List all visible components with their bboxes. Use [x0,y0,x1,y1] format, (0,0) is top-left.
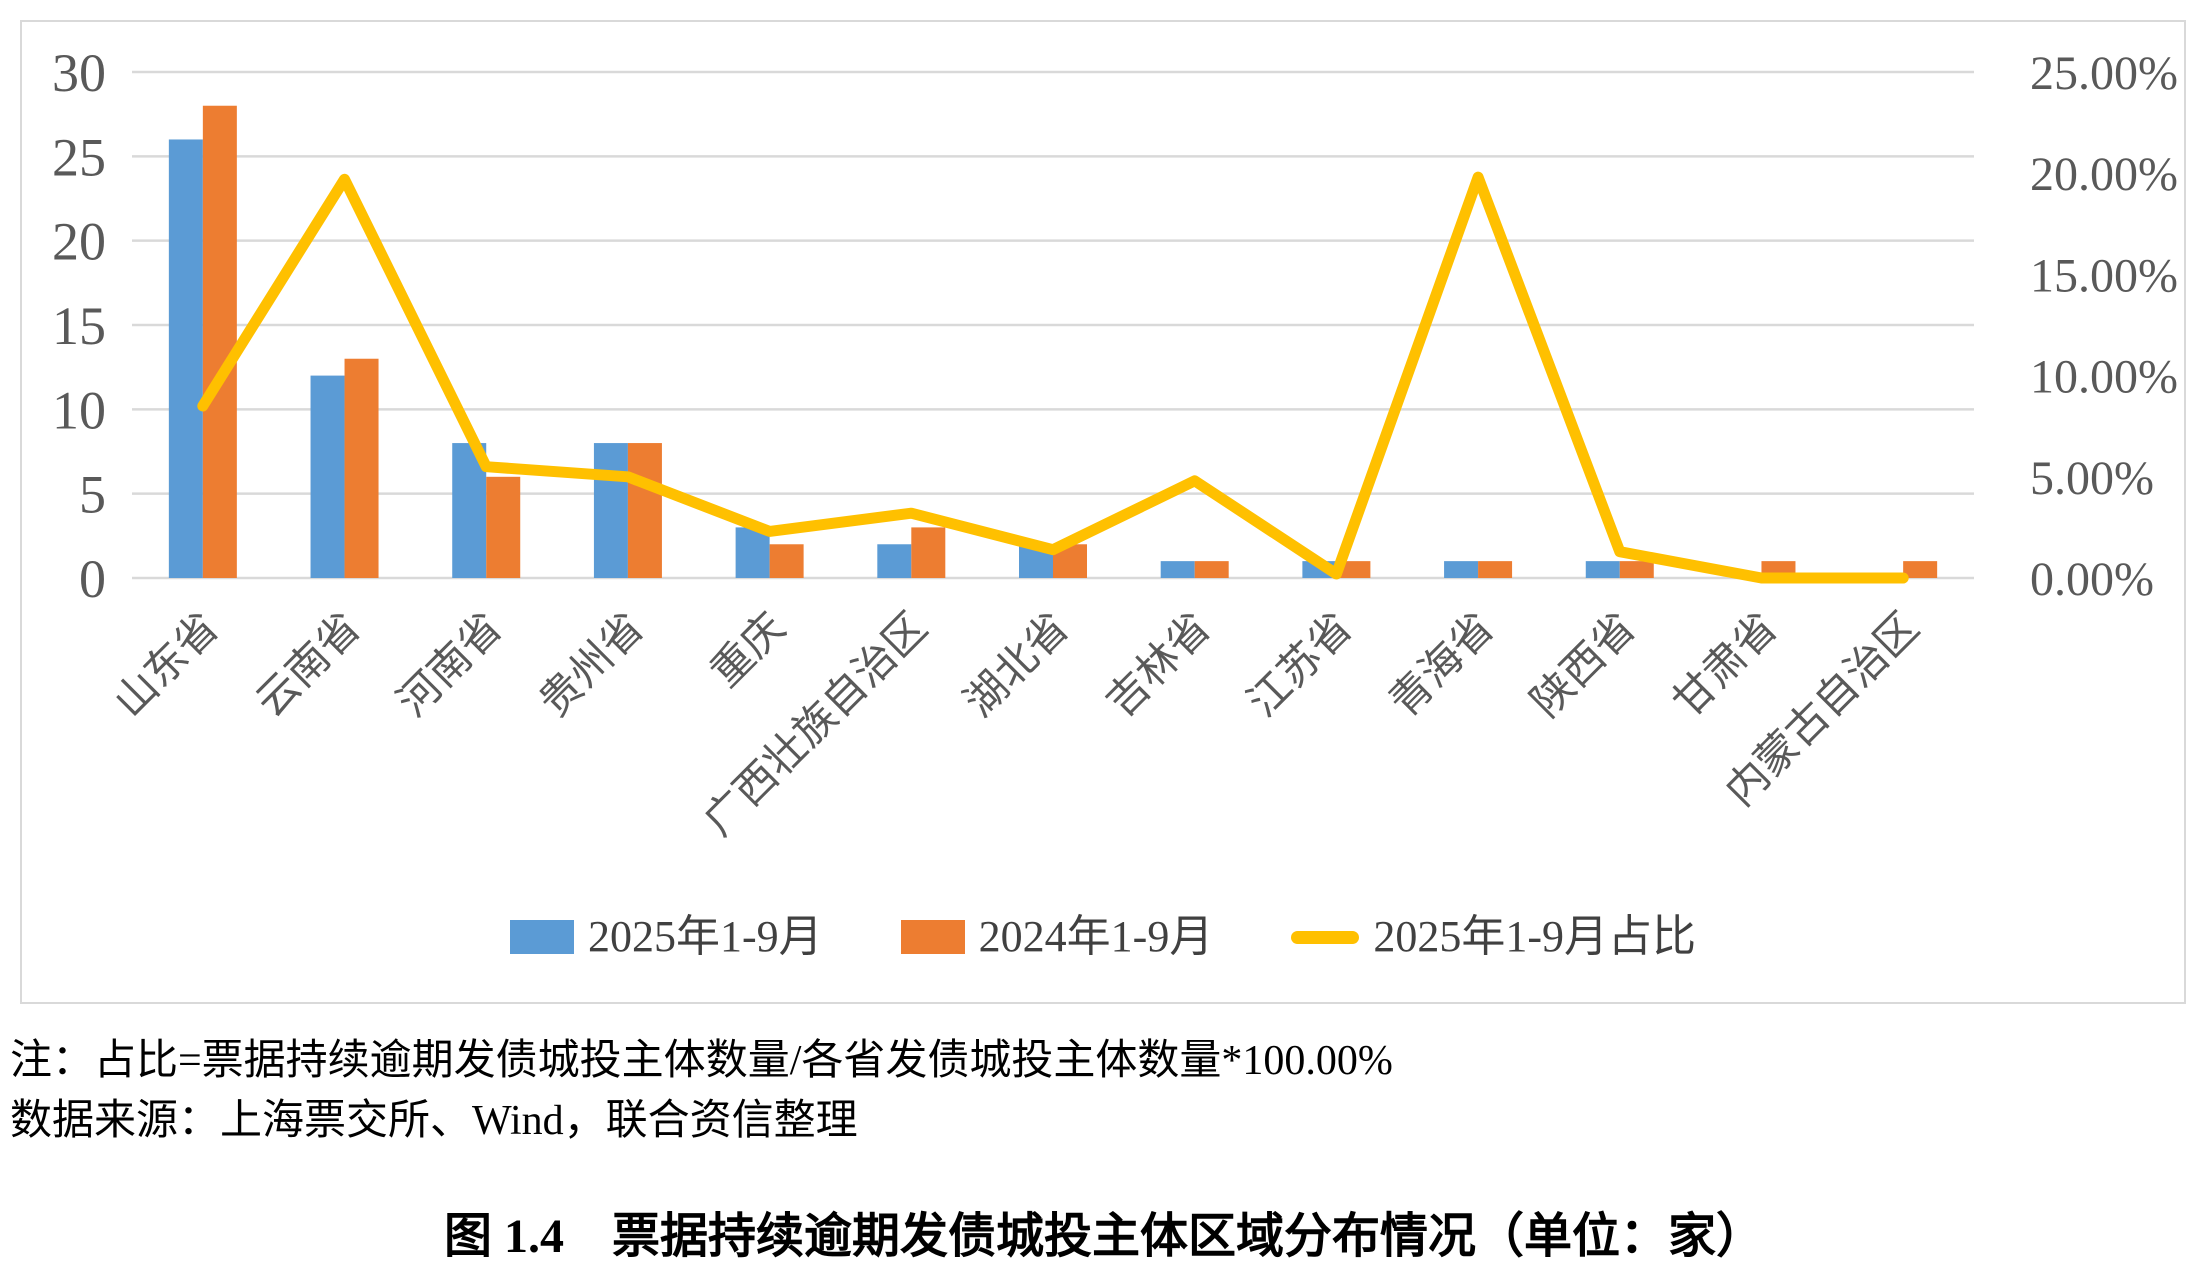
bar-2025年1-9月-吉林省 [1160,561,1195,578]
legend-item-2024: 2024年1-9月 [900,912,1214,961]
category-label-山东省: 山东省 [106,604,228,726]
data-source-note: 数据来源：上海票交所、Wind，联合资信整理 [10,1098,858,1144]
left-axis-tick: 25 [52,127,106,187]
chart-legend: 2025年1-9月 2024年1-9月 2025年1-9月占比 [22,915,2184,959]
bar-2024年1-9月-青海省 [1478,561,1513,578]
category-label-河南省: 河南省 [390,605,512,727]
left-axis-tick: 10 [52,380,106,440]
bar-2024年1-9月-重庆 [769,544,804,578]
combo-chart-plot: 0 5 10 15 20 25 30 0.00% 5.00% 10.00% 15.00% 20.00%… [52,43,2178,845]
left-axis-tick: 5 [79,465,106,525]
legend-swatch-2024-bar [900,920,965,954]
legend-label-2025: 2025年1-9月 [588,912,823,961]
category-label-贵州省: 贵州省 [531,605,653,727]
legend-item-ratio: 2025年1-9月占比 [1291,915,1696,959]
bar-2025年1-9月-青海省 [1444,561,1479,578]
category-label-湖北省: 湖北省 [956,605,1078,727]
bar-2024年1-9月-吉林省 [1194,561,1229,578]
bar-2024年1-9月-陕西省 [1619,561,1654,578]
right-axis-tick: 10.00% [2030,351,2178,404]
legend-label-ratio: 2025年1-9月占比 [1373,912,1696,961]
legend-item-2025: 2025年1-9月 [510,915,823,959]
ratio-line-2025年1-9月占比 [197,171,1909,584]
figure-caption: 图 1.4 票据持续逾期发债城投主体区域分布情况（单位：家） [443,1210,1764,1263]
category-label-甘肃省: 甘肃省 [1665,605,1787,727]
category-label-重庆: 重庆 [703,605,795,697]
bar-2024年1-9月-河南省 [486,476,521,578]
bar-2024年1-9月-内蒙古自治区 [1903,561,1938,578]
bar-2025年1-9月-云南省 [310,375,345,578]
right-axis-tick: 15.00% [2030,249,2178,302]
bar-2024年1-9月-广西壮族自治区 [911,527,946,578]
category-label-江苏省: 江苏省 [1240,605,1362,727]
right-axis-tick: 20.00% [2030,148,2178,201]
legend-swatch-2025-bar [510,920,575,954]
bar-2025年1-9月-重庆 [735,527,770,578]
bar-2025年1-9月-贵州省 [593,443,628,578]
right-axis-tick: 0.00% [2030,553,2154,606]
category-label-陕西省: 陕西省 [1523,605,1645,727]
legend-swatch-ratio-line [1291,930,1360,944]
bar-2024年1-9月-云南省 [344,358,379,578]
right-axis-tick: 25.00% [2030,47,2178,100]
left-axis-tick: 30 [52,43,106,103]
category-label-吉林省: 吉林省 [1098,605,1220,727]
bar-2024年1-9月-山东省 [202,105,237,578]
right-axis-tick: 5.00% [2030,452,2154,505]
category-label-青海省: 青海省 [1382,605,1504,727]
chart-note: 注：占比=票据持续逾期发债城投主体数量/各省发债城投主体数量*100.00% [10,1038,1393,1084]
category-label-云南省: 云南省 [248,605,370,727]
bar-2025年1-9月-广西壮族自治区 [877,544,912,578]
left-axis-tick: 0 [79,549,106,609]
left-axis-tick: 15 [52,296,106,356]
chart-figure: 0 5 10 15 20 25 30 0.00% 5.00% 10.00% 15.00% 20.00%… [20,20,2186,1004]
bar-2024年1-9月-贵州省 [627,443,662,578]
legend-label-2024: 2024年1-9月 [978,912,1214,961]
bar-2025年1-9月-陕西省 [1585,561,1620,578]
bar-2025年1-9月-山东省 [168,139,203,578]
left-axis-tick: 20 [52,212,106,272]
